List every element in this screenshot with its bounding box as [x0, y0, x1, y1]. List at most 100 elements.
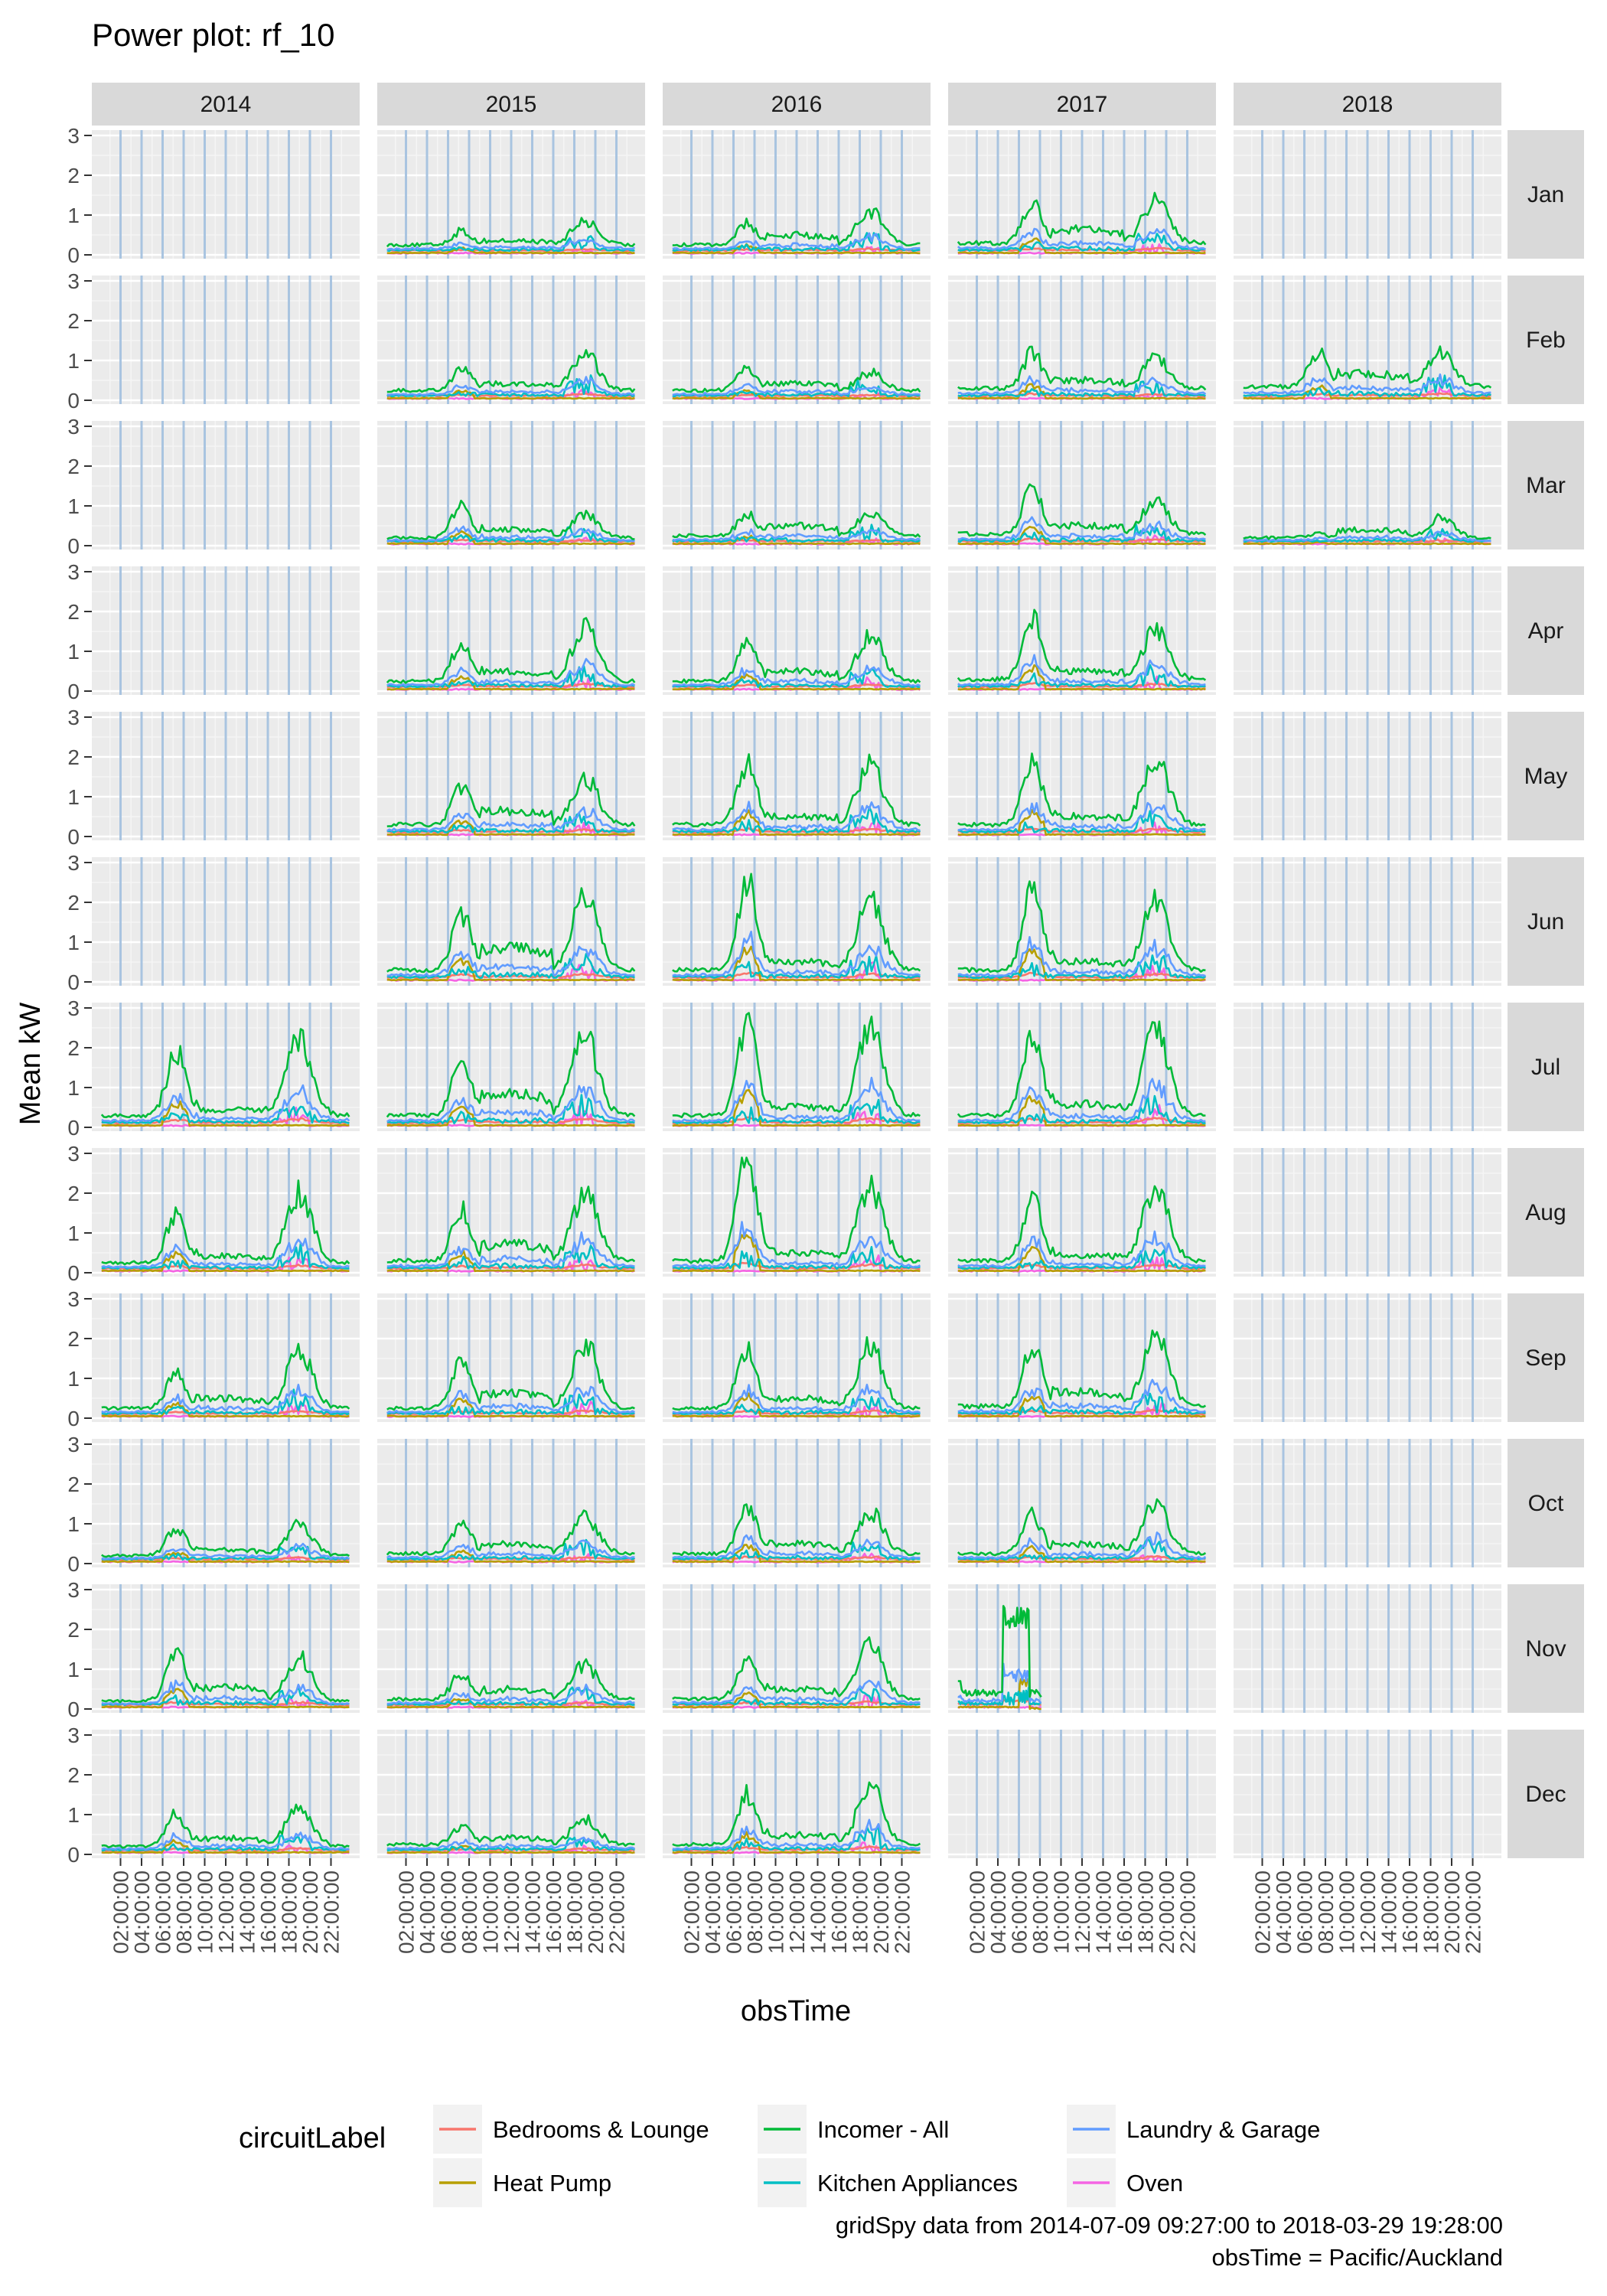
legend-item-heat-pump: Heat Pump — [433, 2158, 611, 2207]
series-incomer-all — [957, 608, 1207, 683]
x-axes: 02:00:0004:00:0006:00:0008:00:0010:00:00… — [109, 1858, 1485, 1954]
y-tick-label: 3 — [67, 1287, 80, 1311]
series-heat-pump — [386, 530, 635, 546]
series-incomer-all — [957, 1498, 1207, 1557]
strip-label-2014: 2014 — [200, 92, 252, 117]
caption: gridSpy data from 2014-07-09 09:27:00 to… — [836, 2212, 1503, 2271]
panel-2014-Sep — [92, 1293, 360, 1422]
strip-Dec: Dec — [1508, 1730, 1584, 1858]
series-laundry-garage — [957, 1078, 1206, 1123]
y-tick-label: 1 — [67, 1658, 80, 1681]
series-laundry-garage — [957, 227, 1206, 251]
strip-label-2017: 2017 — [1057, 92, 1108, 117]
series-laundry-garage — [672, 1221, 921, 1269]
series-laundry-garage — [386, 525, 635, 543]
series-heat-pump — [957, 1094, 1206, 1127]
panel-2015-Aug — [377, 1148, 645, 1277]
series-laundry-garage — [386, 806, 635, 833]
y-tick-label: 0 — [67, 534, 80, 558]
strip-Mar: Mar — [1508, 421, 1584, 550]
strip-label-2016: 2016 — [771, 92, 823, 117]
y-tick-label: 1 — [67, 1803, 80, 1827]
x-tick-label: 08:00:00 — [1314, 1870, 1338, 1954]
series-kitchen-appliances — [672, 1246, 921, 1270]
y-tick-label: 1 — [67, 349, 80, 373]
series-heat-pump — [386, 246, 635, 255]
panel-2014-Apr — [92, 566, 360, 695]
series-heat-pump — [101, 1401, 350, 1418]
series-incomer-all — [672, 753, 921, 828]
legend-item-kitchen-appliances: Kitchen Appliances — [758, 2158, 1018, 2207]
x-tick-label: 12:00:00 — [500, 1870, 523, 1954]
series-laundry-garage — [672, 1384, 921, 1414]
series-incomer-all — [386, 887, 636, 974]
series-incomer-all — [672, 510, 921, 539]
series-kitchen-appliances — [957, 1248, 1207, 1270]
strip-Jan: Jan — [1508, 130, 1584, 259]
series-incomer-all — [672, 872, 921, 973]
panel-2017-May — [948, 712, 1216, 840]
x-tick-label: 16:00:00 — [827, 1870, 851, 1954]
y-tick-label: 0 — [67, 1843, 80, 1867]
x-tick-label: 20:00:00 — [298, 1870, 322, 1954]
series-laundry-garage — [957, 936, 1206, 977]
panel-2018-Dec — [1234, 1730, 1501, 1858]
y-tick-label: 2 — [67, 309, 80, 333]
x-tick-label: 18:00:00 — [278, 1870, 302, 1954]
panel-2018-Jul — [1234, 1003, 1501, 1131]
y-tick-label: 2 — [67, 1473, 80, 1496]
x-tick-label: 16:00:00 — [1113, 1870, 1136, 1954]
y-tick-label: 2 — [67, 1763, 80, 1787]
y-tick-label: 1 — [67, 1076, 80, 1100]
series-bedrooms-lounge — [957, 1554, 1206, 1561]
x-tick-label: 04:00:00 — [1272, 1870, 1296, 1954]
chart-title: Power plot: rf_10 — [92, 17, 335, 53]
series-laundry-garage — [957, 375, 1207, 396]
series-kitchen-appliances — [1243, 527, 1491, 543]
x-tick-label: 20:00:00 — [1440, 1870, 1464, 1954]
series-kitchen-appliances — [672, 1098, 921, 1124]
panel-2015-May — [377, 712, 645, 840]
panel-2015-Nov — [377, 1584, 645, 1713]
series-laundry-garage — [101, 1831, 350, 1851]
series-laundry-garage — [386, 1231, 635, 1268]
series-laundry-garage — [672, 1818, 921, 1851]
series-heat-pump — [957, 237, 1206, 255]
series-kitchen-appliances — [672, 379, 921, 398]
x-tick-label: 18:00:00 — [1134, 1870, 1158, 1954]
series-incomer-all — [386, 1658, 635, 1702]
x-tick-label: 22:00:00 — [1176, 1870, 1200, 1954]
strip-2017: 2017 — [948, 83, 1216, 126]
series-laundry-garage — [957, 801, 1206, 832]
strip-Nov: Nov — [1508, 1584, 1584, 1713]
series-laundry-garage — [957, 1531, 1207, 1560]
series-kitchen-appliances — [101, 1242, 350, 1270]
x-tick-label: 08:00:00 — [458, 1870, 481, 1954]
panel-2016-Mar — [663, 421, 931, 550]
y-tick-label: 3 — [67, 851, 80, 875]
series-incomer-all — [386, 771, 636, 828]
panel-2016-Apr — [663, 566, 931, 695]
panel-2015-Oct — [377, 1439, 645, 1567]
y-tick-label: 3 — [67, 1724, 80, 1747]
x-tick-label: 02:00:00 — [680, 1870, 704, 1954]
y-tick-label: 0 — [67, 970, 80, 994]
panel-2018-Jun — [1234, 857, 1501, 986]
x-tick-label: 10:00:00 — [194, 1870, 217, 1954]
series-laundry-garage — [386, 376, 635, 396]
x-tick-label: 20:00:00 — [584, 1870, 608, 1954]
strip-label-Mar: Mar — [1526, 473, 1566, 498]
series-heat-pump — [957, 1246, 1206, 1273]
panel-2017-Jun — [948, 857, 1216, 986]
panel-2017-Sep — [948, 1293, 1216, 1422]
y-axis-title: Mean kW — [15, 1003, 47, 1126]
series-kitchen-appliances — [101, 1685, 350, 1706]
series-heat-pump — [386, 1698, 635, 1709]
panel-2014-Nov — [92, 1584, 360, 1713]
panel-2015-Jan — [377, 130, 645, 259]
series-incomer-all — [1243, 345, 1492, 390]
strip-label-Sep: Sep — [1525, 1345, 1566, 1371]
series-incomer-all — [957, 1020, 1206, 1119]
series-heat-pump — [672, 945, 921, 982]
caption-line: gridSpy data from 2014-07-09 09:27:00 to… — [836, 2212, 1503, 2239]
